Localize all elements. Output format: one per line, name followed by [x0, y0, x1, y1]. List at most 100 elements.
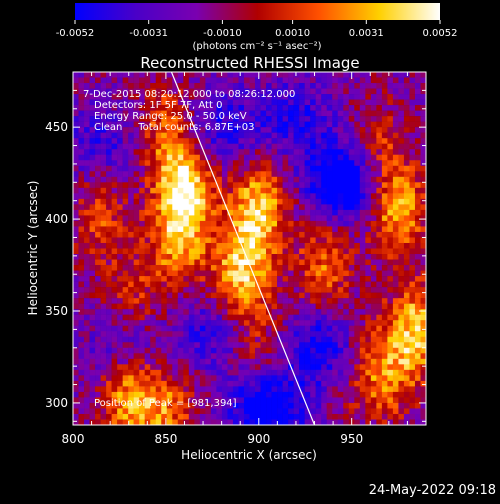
heatmap-cell — [89, 402, 96, 409]
heatmap-cell — [310, 369, 316, 376]
heatmap-cell — [266, 276, 272, 282]
heatmap-cell — [255, 336, 261, 343]
heatmap-cell — [155, 105, 162, 111]
heatmap-cell — [299, 182, 305, 189]
heatmap-cell — [354, 204, 361, 211]
heatmap-cell — [183, 375, 190, 382]
heatmap-cell — [183, 127, 190, 133]
heatmap-cell — [84, 419, 90, 425]
heatmap-cell — [232, 287, 239, 293]
heatmap-cell — [128, 209, 134, 216]
heatmap-cell — [139, 127, 145, 133]
heatmap-cell — [89, 386, 96, 393]
heatmap-cell — [221, 391, 228, 398]
heatmap-cell — [420, 380, 426, 387]
heatmap-cell — [177, 298, 184, 304]
heatmap-cell — [150, 342, 156, 349]
heatmap-cell — [271, 408, 278, 415]
heatmap-cell — [177, 248, 184, 255]
heatmap-cell — [310, 226, 316, 233]
heatmap-cell — [183, 160, 190, 167]
heatmap-cell — [414, 198, 421, 205]
heatmap-cell — [177, 402, 184, 409]
heatmap-cell — [133, 325, 140, 332]
heatmap-cell — [332, 342, 338, 349]
heatmap-cell — [321, 303, 327, 310]
heatmap-cell — [183, 77, 190, 84]
heatmap-cell — [315, 248, 322, 255]
heatmap-cell — [310, 386, 316, 393]
heatmap-cell — [95, 276, 101, 282]
heatmap-cell — [150, 237, 156, 244]
heatmap-cell — [337, 94, 344, 100]
heatmap-cell — [183, 380, 190, 387]
heatmap-cell — [326, 369, 333, 376]
heatmap-cell — [337, 358, 344, 365]
heatmap-cell — [243, 88, 250, 95]
heatmap-cell — [232, 331, 239, 337]
heatmap-cell — [409, 198, 416, 205]
heatmap-cell — [122, 72, 129, 78]
heatmap-cell — [299, 369, 305, 376]
heatmap-cell — [238, 105, 245, 111]
heatmap-cell — [194, 254, 201, 260]
heatmap-cell — [321, 358, 327, 365]
heatmap-cell — [89, 231, 96, 238]
heatmap-cell — [232, 270, 239, 277]
x-tick-label: 800 — [62, 432, 85, 446]
heatmap-cell — [387, 320, 394, 326]
heatmap-cell — [255, 287, 261, 293]
heatmap-cell — [227, 353, 234, 360]
heatmap-cell — [398, 369, 405, 376]
heatmap-cell — [155, 198, 162, 205]
heatmap-cell — [354, 138, 361, 144]
heatmap-cell — [337, 408, 344, 415]
heatmap-cell — [260, 248, 267, 255]
heatmap-cell — [161, 292, 168, 299]
heatmap-cell — [420, 386, 426, 393]
heatmap-cell — [183, 116, 190, 122]
heatmap-cell — [111, 209, 118, 216]
heatmap-cell — [177, 198, 184, 205]
heatmap-cell — [310, 353, 316, 360]
heatmap-cell — [310, 149, 316, 155]
heatmap-cell — [133, 386, 140, 393]
heatmap-cell — [392, 204, 399, 211]
heatmap-cell — [238, 209, 245, 216]
heatmap-cell — [210, 320, 217, 326]
heatmap-cell — [161, 209, 168, 216]
heatmap-cell — [299, 83, 305, 89]
heatmap-cell — [332, 242, 338, 249]
heatmap-cell — [381, 358, 388, 365]
heatmap-cell — [398, 132, 405, 139]
heatmap-cell — [227, 121, 234, 128]
heatmap-cell — [117, 220, 123, 227]
heatmap-cell — [381, 292, 388, 299]
heatmap-cell — [348, 143, 355, 150]
heatmap-cell — [282, 116, 289, 122]
heatmap-cell — [117, 138, 123, 144]
heatmap-cell — [293, 248, 300, 255]
heatmap-cell — [271, 132, 278, 139]
heatmap-cell — [403, 320, 410, 326]
heatmap-cell — [365, 220, 372, 227]
heatmap-cell — [122, 187, 129, 194]
heatmap-cell — [95, 358, 101, 365]
heatmap-cell — [106, 226, 112, 233]
heatmap-cell — [293, 220, 300, 227]
heatmap-cell — [95, 281, 101, 288]
heatmap-cell — [111, 72, 118, 78]
heatmap-cell — [232, 298, 239, 304]
heatmap-cell — [381, 391, 388, 398]
heatmap-cell — [337, 353, 344, 360]
heatmap-cell — [420, 369, 426, 376]
heatmap-cell — [359, 77, 366, 84]
heatmap-cell — [299, 254, 305, 260]
heatmap-cell — [133, 292, 140, 299]
heatmap-cell — [359, 138, 366, 144]
heatmap-cell — [221, 171, 228, 178]
heatmap-cell — [376, 88, 383, 95]
heatmap-cell — [199, 215, 206, 222]
heatmap-cell — [199, 320, 206, 326]
heatmap-cell — [365, 193, 372, 200]
